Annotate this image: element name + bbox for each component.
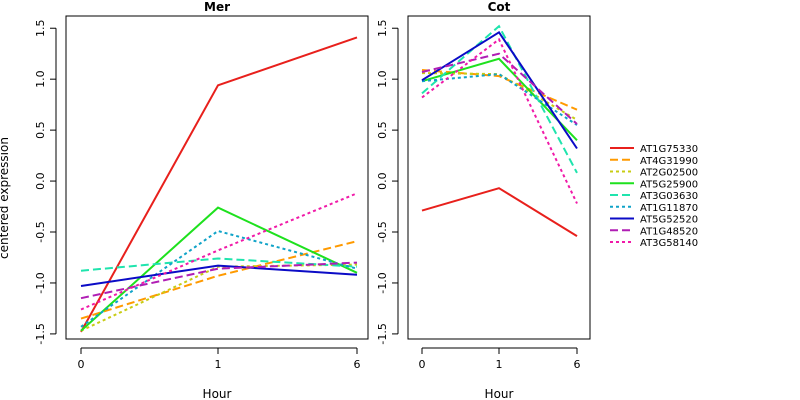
- legend-label-at2g02500: AT2G02500: [640, 168, 698, 179]
- legend-label-at1g75330: AT1G75330: [640, 144, 698, 155]
- legend-label-at3g03630: AT3G03630: [640, 191, 698, 202]
- y-tick-label: 0.5: [376, 121, 389, 139]
- y-tick-label: 0.0: [34, 172, 47, 190]
- chart-panels: Mer -1.5 -1.0 -0.5 0.0 0.5 1.0 1.5 0 1 6 Hour Cot -1.…: [34, 0, 591, 400]
- series-line-at3g03630: [80, 257, 358, 272]
- series-line-at5g25900: [421, 57, 578, 141]
- panel-title: Mer: [204, 0, 230, 14]
- legend-label-at1g48520: AT1G48520: [640, 226, 698, 237]
- x-tick-label: 0: [419, 358, 426, 371]
- plot-frame: [407, 15, 591, 340]
- y-tick-label: 1.5: [34, 19, 47, 36]
- legend-label-at4g31990: AT4G31990: [640, 156, 698, 167]
- panel-mer: Mer -1.5 -1.0 -0.5 0.0 0.5 1.0 1.5 0 1 6 Hour: [34, 0, 369, 400]
- y-axis-title: centered expression: [0, 137, 11, 259]
- series-line-at3g58140: [421, 37, 578, 204]
- series-line-at5g52520: [80, 264, 358, 287]
- series-line-at1g75330: [421, 187, 578, 237]
- x-axis-title: Hour: [485, 387, 514, 400]
- x-axis-title: Hour: [203, 387, 232, 400]
- series-line-at5g25900: [80, 206, 358, 332]
- legend-label-at3g58140: AT3G58140: [640, 238, 698, 249]
- panel-title: Cot: [488, 0, 511, 14]
- y-tick-label: -1.5: [34, 323, 47, 344]
- series-line-at3g58140: [80, 192, 358, 311]
- x-tick-label: 1: [496, 358, 503, 371]
- x-tick-label: 6: [574, 358, 581, 371]
- y-tick-label: 1.5: [376, 19, 389, 36]
- y-tick-label: 1.0: [376, 70, 389, 88]
- plot-frame: [65, 15, 369, 340]
- y-tick-label: -0.5: [376, 221, 389, 242]
- x-tick-label: 0: [78, 358, 85, 371]
- series-line-at1g11870: [80, 229, 358, 328]
- series-line-at5g52520: [421, 30, 578, 150]
- y-tick-label: 1.0: [34, 70, 47, 88]
- legend-label-at1g11870: AT1G11870: [640, 203, 698, 214]
- series-line-at1g75330: [80, 36, 358, 333]
- legend: AT1G75330AT4G31990AT2G02500AT5G25900AT3G…: [610, 144, 698, 249]
- series-line-at2g02500: [80, 263, 358, 332]
- x-tick-label: 1: [215, 358, 222, 371]
- legend-label-at5g52520: AT5G52520: [640, 215, 698, 226]
- panel-cot: Cot -1.5 -1.0 -0.5 0.0 0.5 1.0 1.5 0 1 6 Hour: [376, 0, 591, 400]
- y-tick-label: -1.0: [376, 272, 389, 293]
- y-tick-label: -1.0: [34, 272, 47, 293]
- series-line-at4g31990: [421, 69, 578, 111]
- legend-label-at5g25900: AT5G25900: [640, 179, 698, 190]
- y-tick-label: -1.5: [376, 323, 389, 344]
- y-tick-label: 0.0: [376, 172, 389, 190]
- series-line-at3g03630: [421, 24, 578, 174]
- y-tick-label: -0.5: [34, 221, 47, 242]
- series-line-at1g48520: [421, 52, 578, 125]
- y-tick-label: 0.5: [34, 121, 47, 139]
- series-line-at1g48520: [80, 261, 358, 300]
- x-tick-label: 6: [354, 358, 361, 371]
